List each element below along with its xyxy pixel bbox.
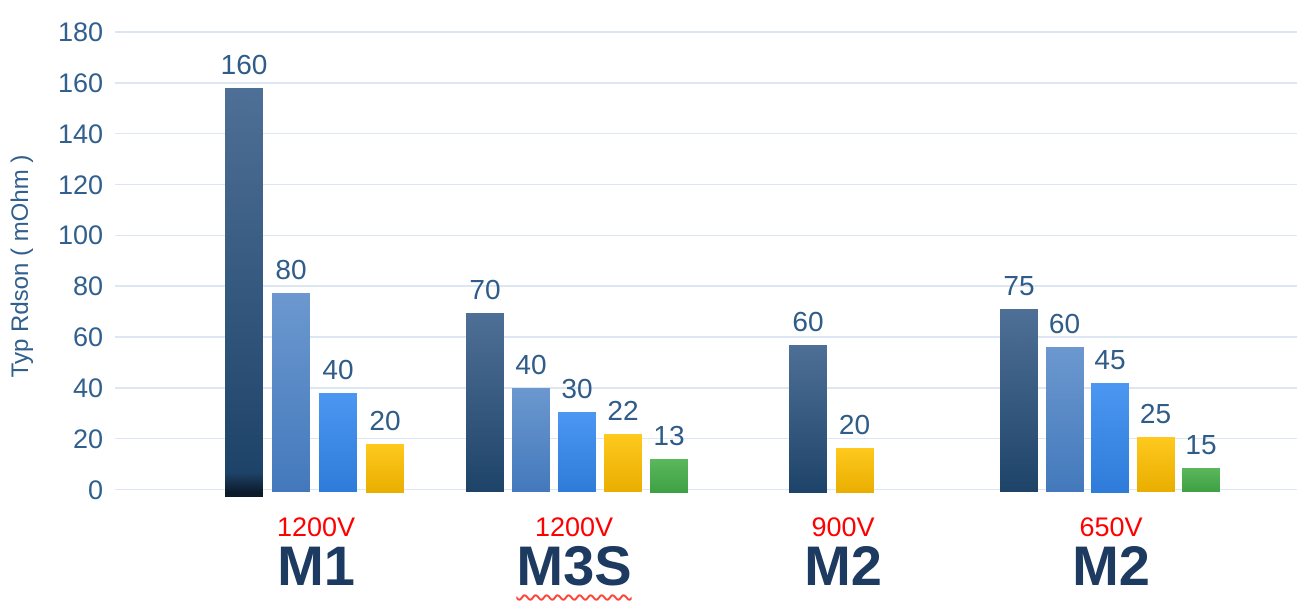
group-name-label-m2: M2 xyxy=(693,536,993,596)
voltage-label-900v: 900V xyxy=(811,512,875,542)
bar-m2-900v-yellow xyxy=(835,447,874,493)
y-tick-label-40: 40 xyxy=(72,372,103,403)
group-name-text: M2 xyxy=(1072,534,1150,597)
voltage-label-1200v: 1200V xyxy=(276,512,356,542)
bar-value-label: 25 xyxy=(1139,398,1172,430)
bar-m2-650v-green xyxy=(1182,467,1220,493)
y-tick-label-160: 160 xyxy=(57,67,103,98)
bar-m3s-1200v-green xyxy=(650,459,688,493)
gridline-60 xyxy=(115,336,1297,338)
bar-m3s-1200v-yellow xyxy=(604,433,642,493)
bar-value-label: 15 xyxy=(1185,428,1217,460)
bar-value-label: 30 xyxy=(561,372,593,404)
y-tick-label-60: 60 xyxy=(72,322,103,352)
bar-m1-1200v-medium-blue xyxy=(272,292,310,493)
bar-m1-1200v-dark-navy-blue xyxy=(225,87,263,498)
bar-value-label: 45 xyxy=(1094,343,1126,375)
gridline-40 xyxy=(115,387,1297,389)
y-tick-label-20: 20 xyxy=(72,423,103,454)
group-name-label-m2: M2 xyxy=(961,536,1261,596)
bar-m2-650v-medium-blue xyxy=(1045,347,1084,493)
bar-value-label: 60 xyxy=(1048,308,1081,340)
y-tick-label-180: 180 xyxy=(57,17,103,47)
gridline-20 xyxy=(115,437,1297,440)
gridline-140 xyxy=(115,132,1297,135)
bar-m2-650v-bright-blue xyxy=(1091,382,1129,493)
y-tick-label-100: 100 xyxy=(57,220,103,251)
gridline-180 xyxy=(115,31,1297,33)
gridline-100 xyxy=(115,234,1297,237)
bar-value-label: 20 xyxy=(838,408,871,440)
bar-m2-650v-dark-navy-blue xyxy=(1000,309,1038,493)
group-name-label-m1: M1 xyxy=(166,536,466,596)
y-tick-label-140: 140 xyxy=(57,118,103,149)
y-tick-label-80: 80 xyxy=(72,271,103,302)
bar-value-label: 20 xyxy=(369,404,401,436)
voltage-label-1200v: 1200V xyxy=(534,512,614,542)
bar-value-label: 60 xyxy=(792,305,824,337)
gridline-160 xyxy=(115,82,1297,84)
y-tick-label-120: 120 xyxy=(57,169,103,200)
gridline-120 xyxy=(115,183,1297,186)
group-name-text: M2 xyxy=(804,534,882,597)
bar-value-label: 75 xyxy=(1003,270,1035,302)
bar-value-label: 40 xyxy=(515,348,547,380)
bar-value-label: 70 xyxy=(469,273,501,305)
bar-m1-1200v-bright-blue xyxy=(319,392,357,493)
bar-m1-1200v-yellow xyxy=(366,443,404,493)
bar-value-label: 80 xyxy=(275,253,307,285)
group-name-text: M1 xyxy=(277,534,355,597)
bar-value-label: 22 xyxy=(607,394,639,426)
bar-value-label: 40 xyxy=(322,353,354,385)
y-tick-label-0: 0 xyxy=(87,474,103,505)
bar-m3s-1200v-dark-navy-blue xyxy=(466,312,504,493)
spellcheck-squiggle-text: M3S xyxy=(516,534,632,597)
voltage-label-650v: 650V xyxy=(1079,512,1143,542)
group-name-label-m3s: M3S xyxy=(424,536,724,596)
bar-m2-650v-yellow xyxy=(1136,437,1175,493)
bar-m3s-1200v-bright-blue xyxy=(558,411,596,493)
bar-m3s-1200v-medium-blue xyxy=(512,387,550,493)
bar-value-label: 13 xyxy=(653,420,685,451)
gridline-0 xyxy=(115,488,1297,491)
bar-value-label: 160 xyxy=(220,48,268,80)
gridline-80 xyxy=(115,285,1297,287)
bar-m2-900v-dark-navy-blue xyxy=(789,344,827,493)
